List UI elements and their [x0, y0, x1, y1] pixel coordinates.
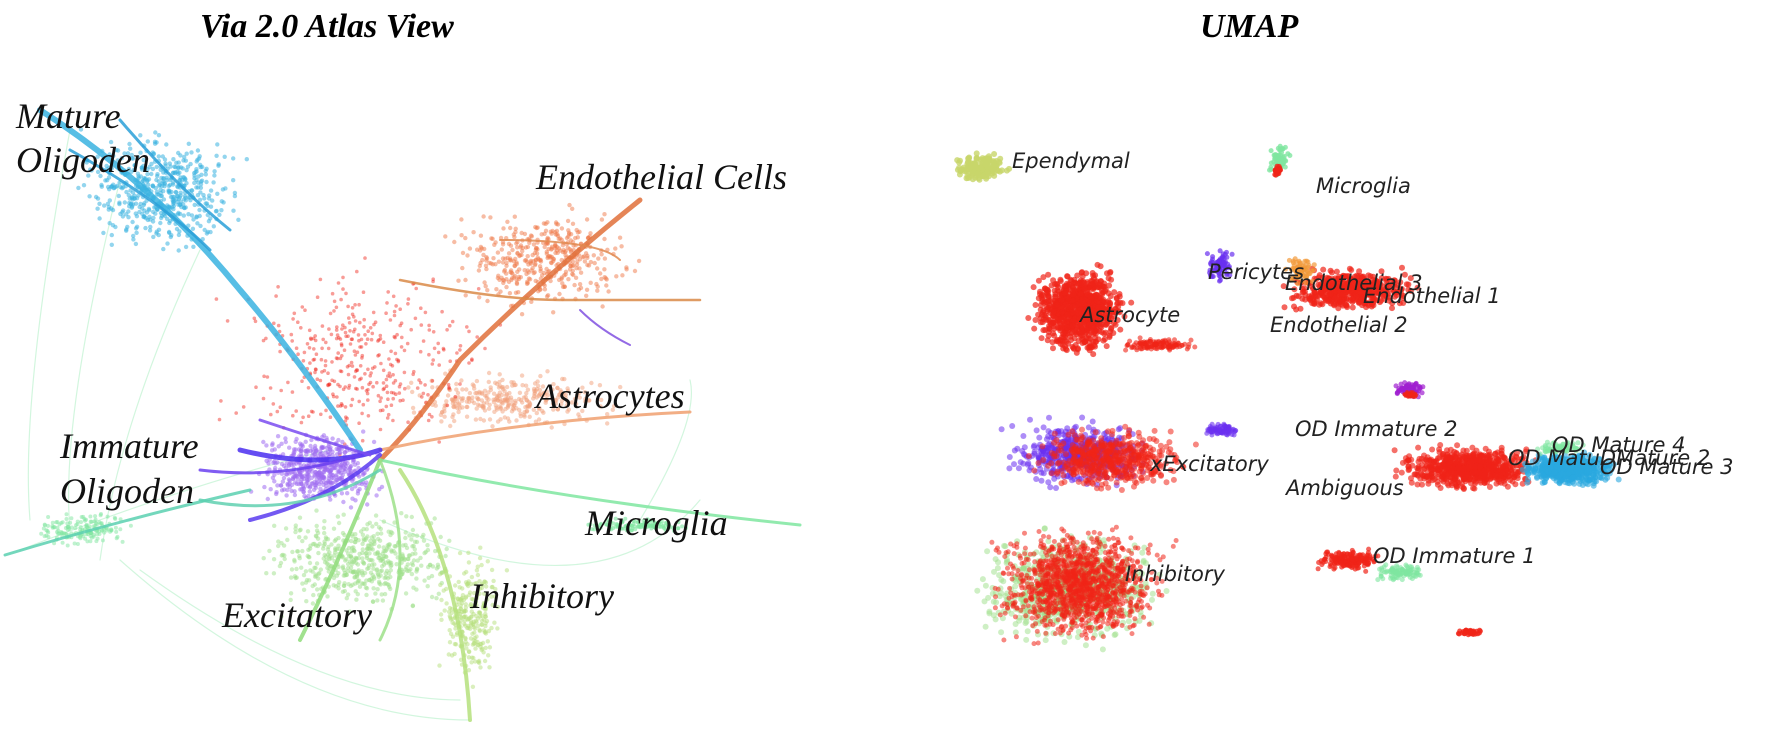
- microglia-red: [1272, 163, 1283, 178]
- label-astrocyte: Astrocyte: [1078, 303, 1180, 327]
- label-mature-oligoden-1: Mature: [15, 96, 121, 136]
- label-pericytes: Pericytes: [1208, 260, 1304, 284]
- endothelial-branch: [398, 278, 702, 302]
- umap-cell-dots: [954, 143, 1622, 653]
- microglia-dots: [586, 516, 688, 533]
- label-endothelial-2: Endothelial 2: [1270, 313, 1408, 337]
- label-inhibitory: Inhibitory: [469, 576, 614, 616]
- pericytes-dots: [1204, 248, 1235, 284]
- label-od-immature-1: OD Immature 1: [1373, 544, 1535, 568]
- label-immature-oligoden-2: Oligoden: [60, 471, 194, 511]
- atlas-branches: [3, 107, 802, 722]
- label-endothelial-cells: Endothelial Cells: [535, 157, 787, 197]
- endothelial-branch: [377, 197, 643, 463]
- label-microglia: Microglia: [1316, 174, 1411, 198]
- atlas-panel: Via 2.0 Atlas View Mature Oligoden Endot…: [3, 8, 802, 722]
- umap-labels: Ependymal Microglia Pericytes Endothelia…: [1012, 149, 1734, 586]
- label-inhibitory: Inhibitory: [1125, 562, 1226, 586]
- immature-branch: [198, 453, 362, 475]
- excitatory-branch: [198, 468, 382, 508]
- label-mature-oligoden-2: Oligoden: [16, 140, 150, 180]
- astro-bridge: [1123, 335, 1198, 353]
- trajectory-edge: [27, 129, 71, 521]
- label-ependymal: Ependymal: [1012, 149, 1130, 173]
- astrocyte-dots: [406, 368, 623, 430]
- trajectory-edge: [99, 249, 201, 561]
- inhibitory-branch: [398, 468, 472, 722]
- label-microglia: Microglia: [584, 503, 728, 543]
- label-od-mature-overlap: OD MatuDMature 2: [1508, 446, 1710, 470]
- microglia-branch: [378, 458, 802, 527]
- excitatory-tail: [1204, 421, 1239, 438]
- endothelial-dots: [1280, 264, 1421, 313]
- od-mature-red: [1391, 442, 1546, 492]
- od-mature-blue: [1519, 449, 1622, 489]
- umap-title: UMAP: [1200, 8, 1299, 45]
- trajectory-edge: [139, 569, 461, 701]
- mature-branch: [37, 107, 363, 453]
- umap-panel: UMAP Ependymal Microglia Pericytes Endot…: [900, 0, 1765, 756]
- stray-red-blob: [1455, 627, 1483, 638]
- label-od-mature-4: OD Mature 4: [1552, 433, 1686, 457]
- immature-branch: [248, 453, 382, 522]
- mature-branch: [118, 118, 232, 232]
- mature-branch: [68, 148, 212, 252]
- excitatory-branch: [298, 458, 382, 642]
- endothelial-orange: [1283, 256, 1317, 287]
- atlas-labels: Mature Oligoden Endothelial Cells Astroc…: [15, 96, 787, 635]
- trajectory-edge: [639, 379, 693, 521]
- small-red-blob: [1402, 390, 1419, 399]
- excitatory-branch: [378, 458, 402, 642]
- purple-branch: [579, 309, 631, 346]
- astrocyte-dots: [1025, 261, 1135, 358]
- label-endothelial-1: Endothelial 1: [1363, 284, 1501, 308]
- od-mature-green: [1535, 439, 1586, 457]
- astrocyte-branch: [378, 410, 692, 452]
- endothelial-dots: [443, 202, 642, 317]
- label-ambiguous: Ambiguous: [1284, 476, 1404, 500]
- immature-branch: [258, 418, 372, 457]
- od-immature1-green: [1375, 562, 1423, 583]
- label-od-immature-2: OD Immature 2: [1295, 417, 1457, 441]
- excitatory-red: [1025, 423, 1199, 493]
- ependymal-dots: [954, 150, 1013, 183]
- left-trail-branch: [3, 488, 252, 557]
- label-od-mature-3: OD Mature 3: [1600, 455, 1734, 479]
- label-immature-oligoden-1: Immature: [59, 426, 199, 466]
- inhibitory-dots: [437, 545, 510, 689]
- inhibitory-red: [989, 524, 1179, 647]
- atlas-plot: Mature Oligoden Endothelial Cells Astroc…: [3, 96, 802, 722]
- umap-plot: Ependymal Microglia Pericytes Endothelia…: [954, 143, 1734, 653]
- endothelial-branch: [499, 239, 621, 261]
- label-astrocytes: Astrocytes: [534, 376, 685, 416]
- label-endothelial-3: Endothelial 3: [1285, 271, 1423, 295]
- trajectory-edge: [67, 179, 121, 531]
- red-dots: [214, 256, 503, 457]
- atlas-title: Via 2.0 Atlas View: [200, 8, 454, 45]
- label-xexcitatory: xExcitatory: [1149, 452, 1269, 476]
- od-immature1-red: [1315, 546, 1381, 574]
- trajectory-edge: [119, 559, 471, 721]
- label-excitatory: Excitatory: [221, 595, 372, 635]
